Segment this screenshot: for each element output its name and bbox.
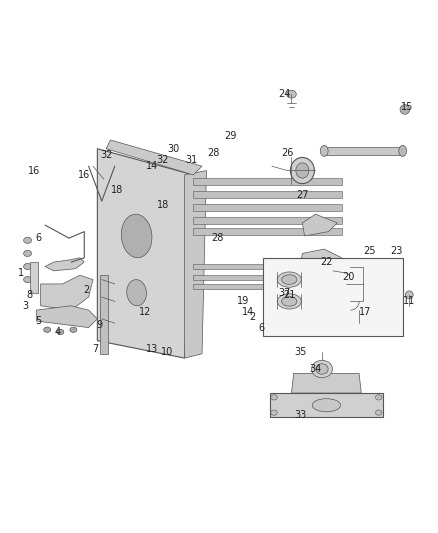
Polygon shape xyxy=(106,140,201,175)
Ellipse shape xyxy=(270,395,277,400)
Text: 35: 35 xyxy=(293,346,306,357)
Ellipse shape xyxy=(270,410,277,415)
Text: 18: 18 xyxy=(156,200,169,211)
Ellipse shape xyxy=(315,364,327,374)
Ellipse shape xyxy=(24,251,32,256)
Ellipse shape xyxy=(286,90,296,98)
Ellipse shape xyxy=(295,163,308,178)
Text: 1: 1 xyxy=(18,268,24,278)
Ellipse shape xyxy=(70,327,77,333)
Ellipse shape xyxy=(127,280,146,306)
Ellipse shape xyxy=(374,395,381,400)
Ellipse shape xyxy=(57,329,64,335)
Polygon shape xyxy=(193,228,341,235)
Ellipse shape xyxy=(24,263,32,270)
Text: 21: 21 xyxy=(283,290,295,300)
Text: 16: 16 xyxy=(78,170,90,180)
Text: 24: 24 xyxy=(278,89,290,99)
Ellipse shape xyxy=(398,146,406,156)
Text: 27: 27 xyxy=(296,190,308,199)
Text: 37: 37 xyxy=(278,288,290,297)
Polygon shape xyxy=(193,217,341,224)
Text: 23: 23 xyxy=(389,246,402,256)
Ellipse shape xyxy=(311,399,340,412)
Text: 32: 32 xyxy=(156,155,169,165)
Bar xyxy=(262,258,402,336)
Text: 10: 10 xyxy=(161,346,173,357)
Text: 22: 22 xyxy=(319,257,332,267)
Polygon shape xyxy=(41,275,93,310)
Text: 34: 34 xyxy=(309,364,321,374)
Text: 28: 28 xyxy=(211,233,223,243)
Text: 16: 16 xyxy=(28,166,40,175)
Ellipse shape xyxy=(320,146,327,156)
Polygon shape xyxy=(291,374,360,393)
Text: 14: 14 xyxy=(145,161,158,171)
Ellipse shape xyxy=(277,272,300,287)
Text: 4: 4 xyxy=(55,327,61,337)
Text: 33: 33 xyxy=(293,410,306,420)
Text: 9: 9 xyxy=(96,320,102,330)
Polygon shape xyxy=(300,249,341,271)
Text: 6: 6 xyxy=(257,322,263,333)
Polygon shape xyxy=(45,258,84,271)
Polygon shape xyxy=(99,275,108,354)
Ellipse shape xyxy=(24,277,32,282)
Ellipse shape xyxy=(311,360,332,378)
Polygon shape xyxy=(193,191,341,198)
Text: 14: 14 xyxy=(241,308,254,317)
Text: 5: 5 xyxy=(35,316,42,326)
Polygon shape xyxy=(36,306,97,328)
Polygon shape xyxy=(184,171,206,358)
Text: 2: 2 xyxy=(248,312,255,322)
Polygon shape xyxy=(302,214,336,236)
Ellipse shape xyxy=(374,410,381,415)
Polygon shape xyxy=(193,284,315,289)
Text: 6: 6 xyxy=(35,233,42,243)
Ellipse shape xyxy=(399,104,409,114)
Text: 20: 20 xyxy=(341,272,353,282)
Text: 26: 26 xyxy=(280,148,293,158)
Text: 28: 28 xyxy=(206,148,219,158)
Text: 19: 19 xyxy=(237,296,249,306)
Text: 2: 2 xyxy=(83,286,89,295)
Text: 30: 30 xyxy=(167,144,180,154)
Text: 32: 32 xyxy=(100,150,112,160)
Ellipse shape xyxy=(290,157,314,183)
Text: 13: 13 xyxy=(145,344,158,354)
Text: 12: 12 xyxy=(139,308,151,317)
Text: 25: 25 xyxy=(363,246,375,256)
Ellipse shape xyxy=(281,275,296,285)
Text: 7: 7 xyxy=(92,344,98,354)
Bar xyxy=(269,393,382,417)
Polygon shape xyxy=(193,264,315,269)
Text: 3: 3 xyxy=(22,301,28,311)
Text: 18: 18 xyxy=(111,185,123,195)
Text: 31: 31 xyxy=(184,155,197,165)
Text: 29: 29 xyxy=(224,131,236,141)
Ellipse shape xyxy=(44,327,50,333)
Polygon shape xyxy=(30,262,39,293)
Text: 11: 11 xyxy=(402,296,414,306)
Polygon shape xyxy=(97,149,193,358)
Ellipse shape xyxy=(404,291,412,299)
Ellipse shape xyxy=(121,214,152,258)
Polygon shape xyxy=(193,178,341,185)
Text: 15: 15 xyxy=(400,102,412,112)
Polygon shape xyxy=(193,275,315,280)
Ellipse shape xyxy=(277,294,300,309)
Polygon shape xyxy=(193,204,341,211)
Ellipse shape xyxy=(24,237,32,244)
Ellipse shape xyxy=(281,296,296,306)
Text: 8: 8 xyxy=(27,290,33,300)
Polygon shape xyxy=(323,147,402,155)
Text: 17: 17 xyxy=(359,308,371,317)
